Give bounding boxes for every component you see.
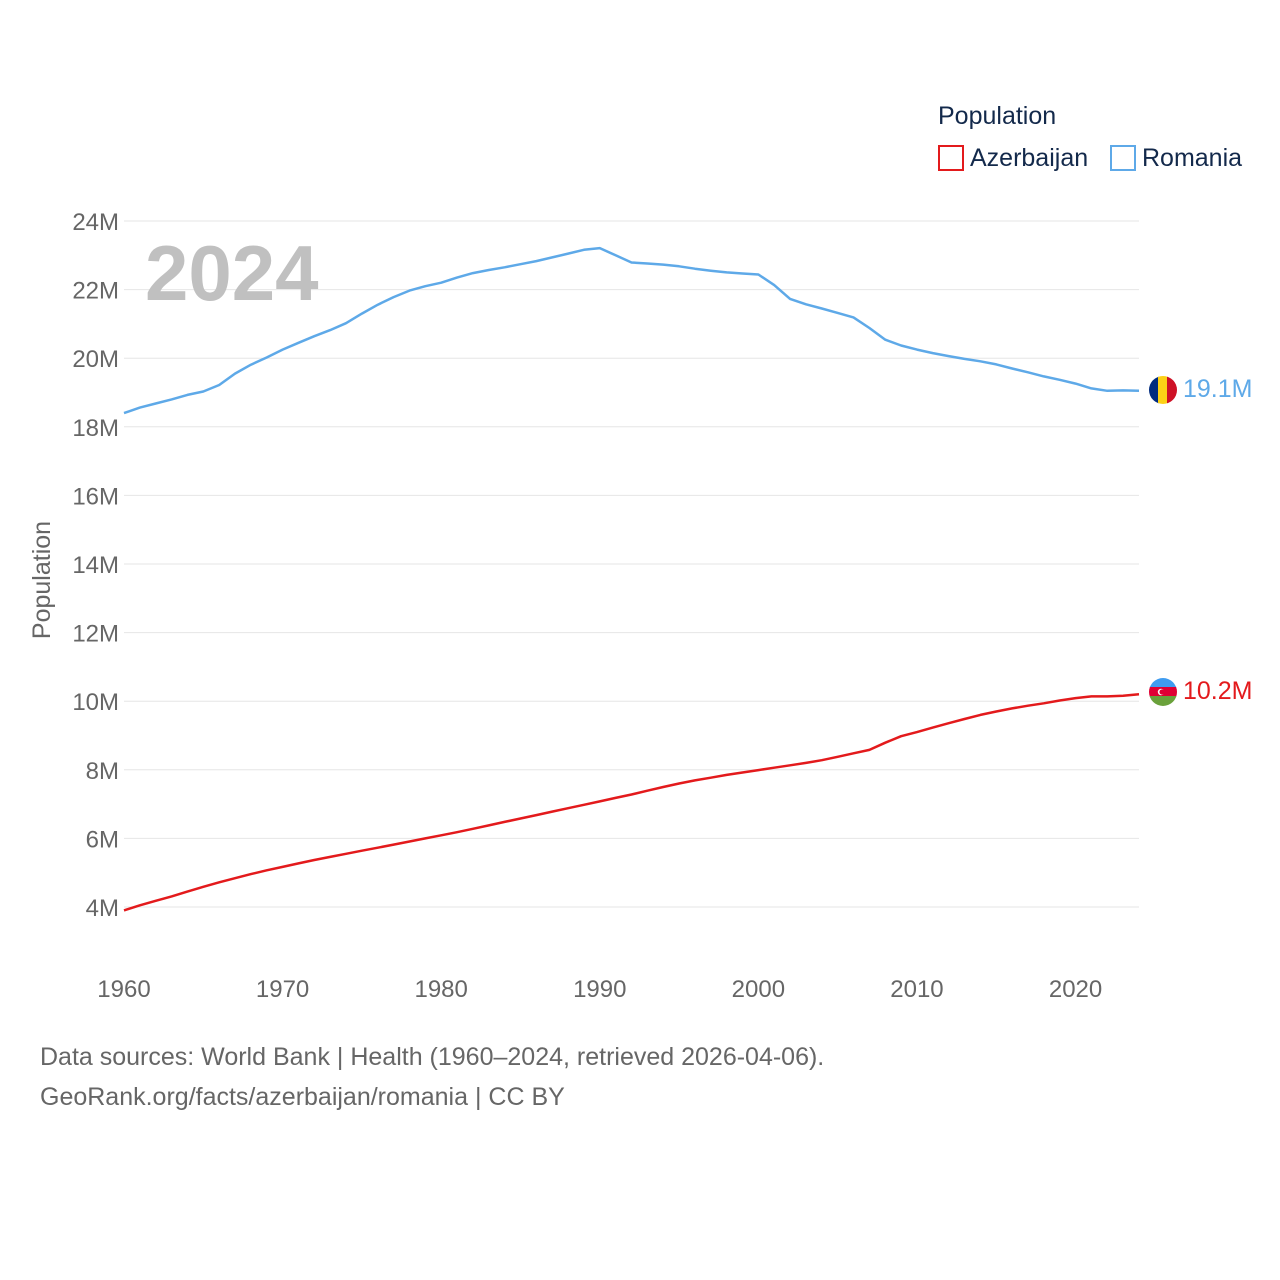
legend-item-romania[interactable]: Romania — [1110, 144, 1242, 172]
y-tick-label: 12M — [72, 621, 119, 648]
x-tick-label: 1970 — [256, 976, 309, 1003]
x-tick-label: 1990 — [573, 976, 626, 1003]
x-tick-label: 1980 — [414, 976, 467, 1003]
y-tick-label: 18M — [72, 415, 119, 442]
x-axis-ticks: 1960 1970 1980 1990 2000 2010 2020 — [97, 976, 1102, 1003]
series-lines — [123, 246, 1140, 912]
x-tick-label: 1960 — [97, 976, 150, 1003]
romania-flag-icon — [1149, 376, 1177, 404]
y-tick-label: 20M — [72, 346, 119, 373]
y-axis-label: Population — [28, 521, 56, 639]
azerbaijan-flag-icon — [1149, 678, 1177, 706]
legend-swatch-romania — [1110, 145, 1136, 171]
y-tick-label: 8M — [86, 758, 119, 785]
legend-item-azerbaijan[interactable]: Azerbaijan — [938, 144, 1088, 172]
legend-label-romania: Romania — [1142, 144, 1242, 172]
y-tick-label: 6M — [86, 826, 119, 853]
year-watermark: 2024 — [145, 229, 319, 317]
legend-title: Population — [938, 102, 1056, 130]
y-tick-label: 22M — [72, 278, 119, 305]
x-tick-label: 2010 — [890, 976, 943, 1003]
legend-swatch-azerbaijan — [938, 145, 964, 171]
y-tick-label: 14M — [72, 552, 119, 579]
footer-sources: Data sources: World Bank | Health (1960–… — [40, 1043, 825, 1071]
y-tick-label: 10M — [72, 689, 119, 716]
series-line-romania[interactable] — [123, 246, 1140, 415]
end-label-romania: 19.1M — [1183, 375, 1252, 403]
series-line-azerbaijan[interactable] — [123, 693, 1140, 912]
legend-label-azerbaijan: Azerbaijan — [970, 144, 1088, 172]
legend: Population Azerbaijan Romania — [938, 102, 1242, 172]
y-tick-label: 16M — [72, 483, 119, 510]
x-tick-label: 2020 — [1049, 976, 1102, 1003]
end-label-azerbaijan: 10.2M — [1183, 677, 1252, 705]
y-tick-label: 24M — [72, 209, 119, 236]
y-tick-label: 4M — [86, 895, 119, 922]
x-tick-label: 2000 — [732, 976, 785, 1003]
gridlines — [124, 220, 1139, 908]
y-axis-ticks: 4M 6M 8M 10M 12M 14M 16M 18M 20M 22M 24M — [72, 209, 119, 922]
footer-attribution: GeoRank.org/facts/azerbaijan/romania | C… — [40, 1083, 565, 1111]
